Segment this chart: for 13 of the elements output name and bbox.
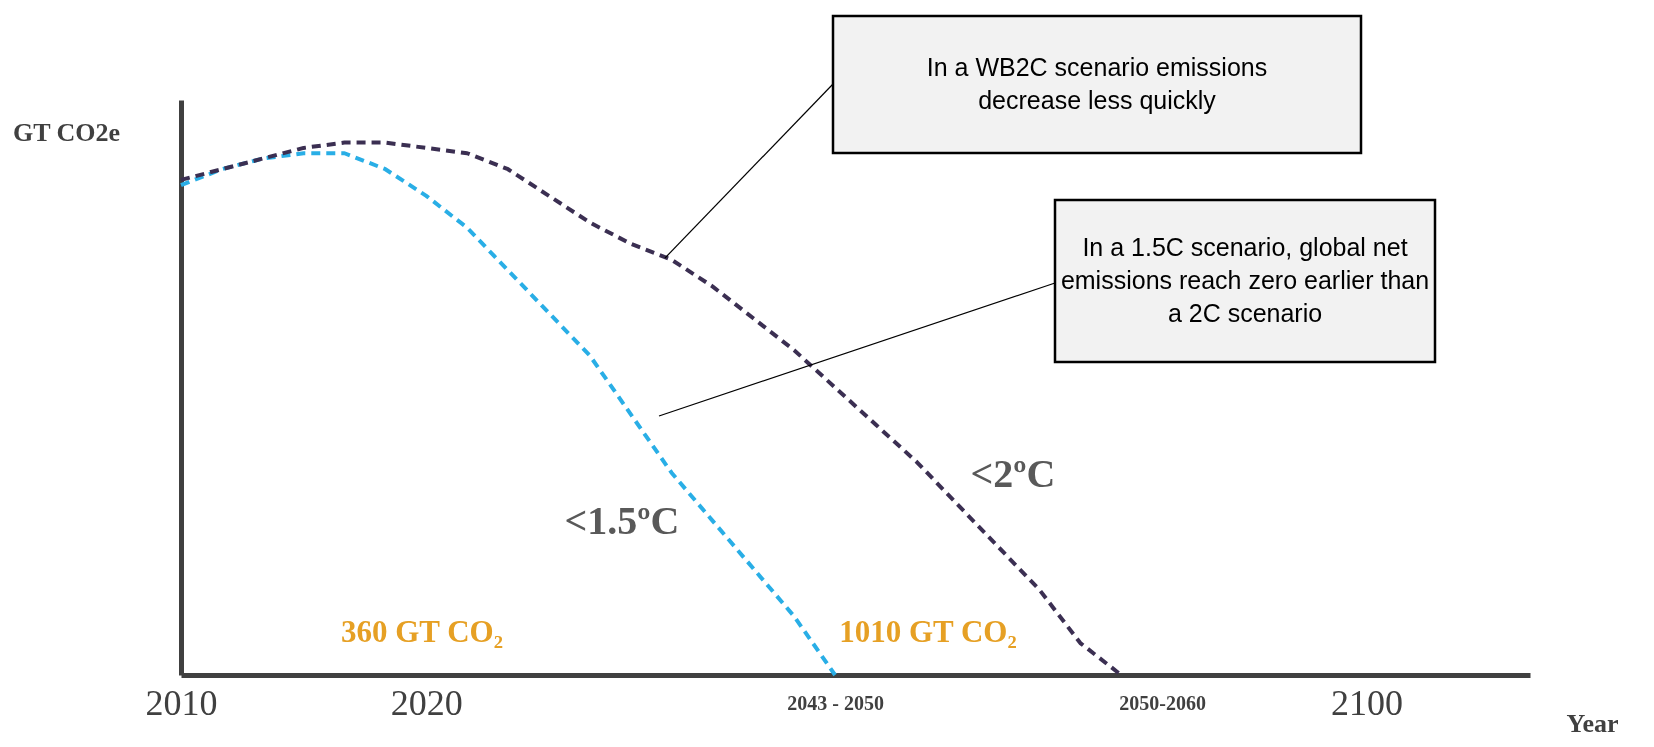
x-tick-label: 2010 [145, 682, 218, 723]
annotation: In a 1.5C scenario, global net emissions reach zero earlier than a 2C scenario [1060, 232, 1430, 327]
annotation: 360 GT CO₂ [340, 614, 504, 649]
series-label: <2ºC [970, 451, 1056, 496]
x-axis-title: Year [1566, 708, 1619, 738]
y-axis-title: GT CO2e [12, 117, 121, 147]
text: In a WB2C scenario emissions decrease less quickly [926, 52, 1268, 114]
annotation: 1010 GT CO₂ [839, 614, 1017, 649]
x-tick-label: 2020 [390, 682, 463, 723]
series-label: <1.5ºC [564, 498, 680, 543]
x-tick-label: 2043 - 2050 [787, 691, 884, 714]
x-tick-label: 2050-2060 [1119, 691, 1206, 714]
x-tick-label: 2100 [1330, 682, 1403, 723]
